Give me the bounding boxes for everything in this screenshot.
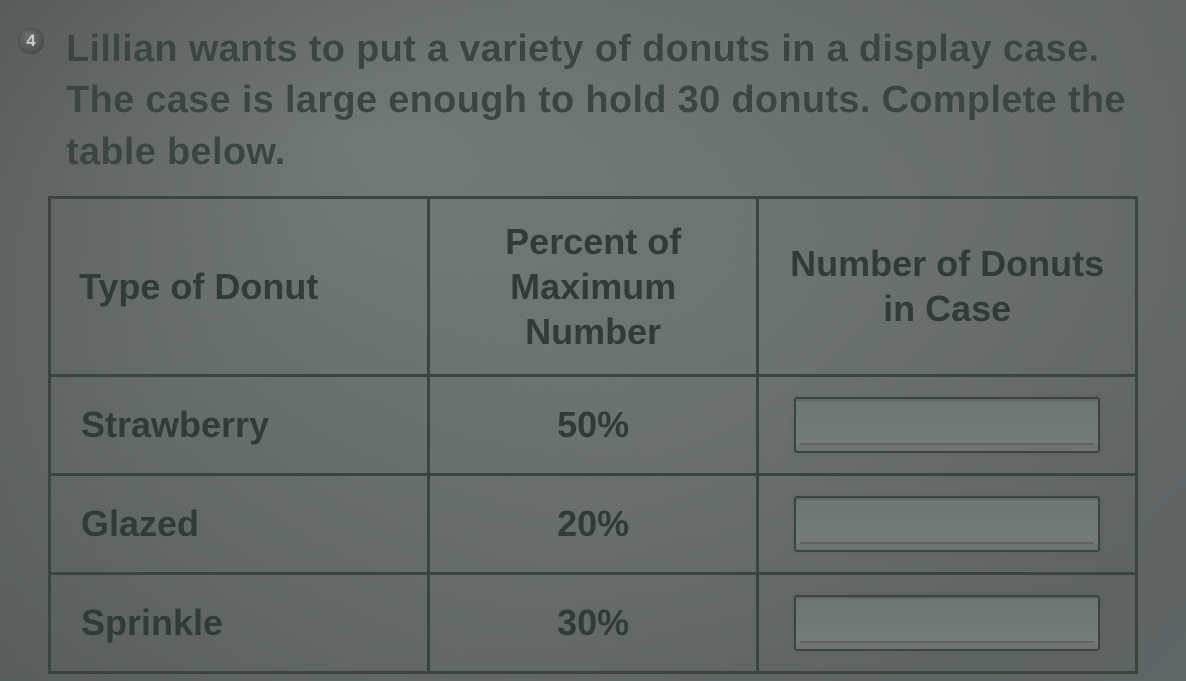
cell-count — [758, 474, 1137, 573]
table-row: Strawberry 50% — [50, 375, 1137, 474]
col-header-number: Number of Donuts in Case — [758, 197, 1137, 375]
cell-percent: 50% — [429, 375, 758, 474]
col-header-percent: Percent of Maximum Number — [429, 197, 758, 375]
problem-text: Lillian wants to put a variety of donuts… — [66, 24, 1146, 178]
cell-type: Glazed — [50, 474, 429, 573]
cell-count — [758, 573, 1137, 672]
cell-percent: 20% — [429, 474, 758, 573]
donut-table: Type of Donut Percent of Maximum Number … — [48, 196, 1138, 674]
problem-number: 4 — [26, 31, 35, 51]
cell-type: Sprinkle — [50, 573, 429, 672]
table-header-row: Type of Donut Percent of Maximum Number … — [50, 197, 1137, 375]
col-header-type: Type of Donut — [50, 197, 429, 375]
cell-percent: 30% — [429, 573, 758, 672]
answer-box-sprinkle[interactable] — [794, 595, 1100, 651]
table-row: Glazed 20% — [50, 474, 1137, 573]
cell-count — [758, 375, 1137, 474]
answer-box-glazed[interactable] — [794, 496, 1100, 552]
answer-box-strawberry[interactable] — [794, 397, 1100, 453]
cell-type: Strawberry — [50, 375, 429, 474]
table-row: Sprinkle 30% — [50, 573, 1137, 672]
problem-number-badge: 4 — [18, 28, 44, 54]
